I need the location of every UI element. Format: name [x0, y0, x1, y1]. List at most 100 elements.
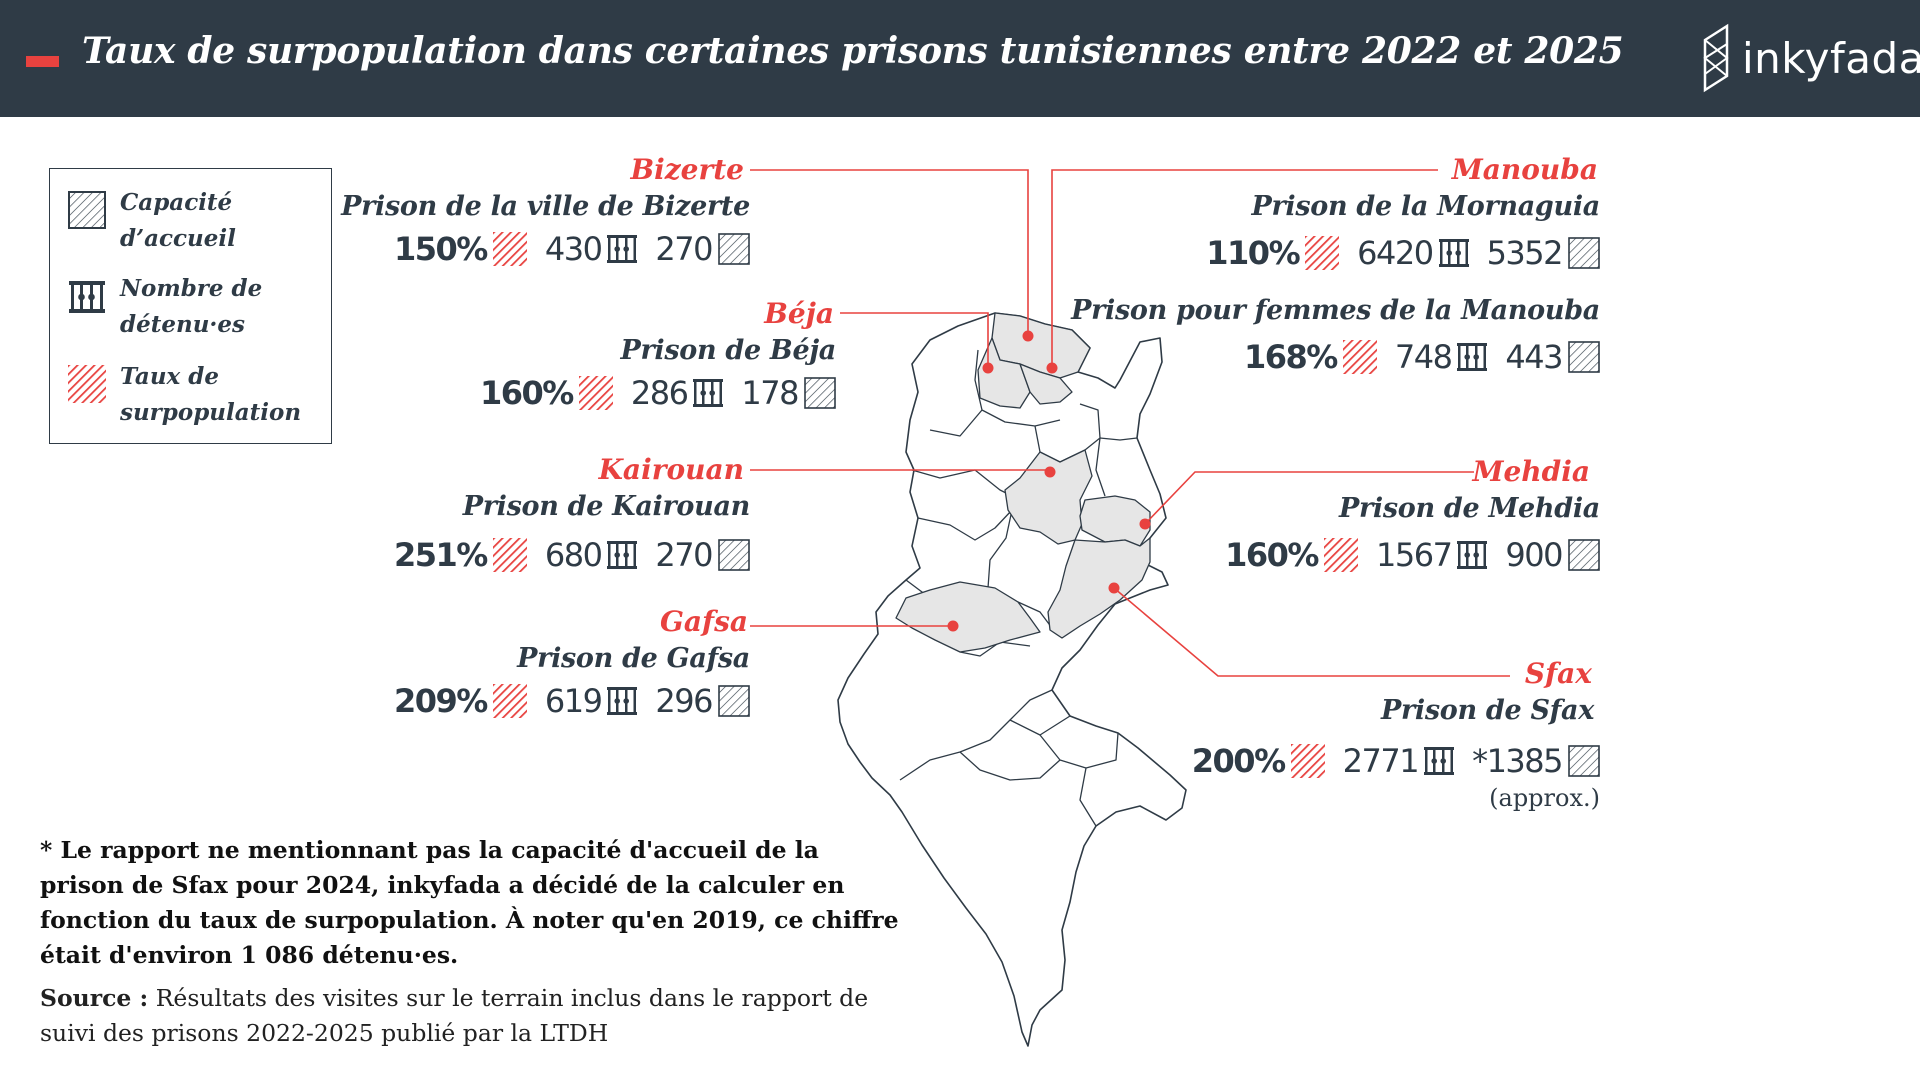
prison-bars-icon [1457, 541, 1488, 569]
leader-line-manouba [1051, 169, 1438, 372]
region-gafsa-shape [895, 581, 1041, 653]
stats-manouba-women: 168% 748 443 [1071, 334, 1600, 380]
dot-gafsa [947, 620, 959, 632]
prison-bars-icon [607, 235, 638, 263]
prison-name-gafsa: Prison de Gafsa [517, 643, 750, 674]
hatched-gray-square-icon [718, 685, 750, 717]
prison-bars-icon [1457, 343, 1488, 371]
header-bar: Taux de surpopulation dans certaines pri… [0, 0, 1920, 117]
source-line: Source : Résultats des visites sur le te… [40, 981, 900, 1051]
region-kairouan-shape [1004, 449, 1093, 545]
source-text: Résultats des visites sur le terrain inc… [40, 984, 869, 1047]
detainee-count: 2771 [1342, 742, 1420, 780]
header-accent-bar [26, 56, 59, 67]
hatched-gray-square-icon [1568, 745, 1600, 777]
hatched-gray-square-icon [1568, 237, 1600, 269]
leader-line-bizerte [750, 169, 1029, 334]
hatched-gray-square-icon [1568, 539, 1600, 571]
hatched-red-square-icon [68, 365, 106, 403]
overpop-rate: 160% [479, 374, 574, 412]
source-label: Source : [40, 984, 149, 1012]
stats-mehdia: 160% 1567 900 [1225, 532, 1600, 578]
hatched-red-square-icon [492, 684, 527, 718]
prison-bars-icon [1438, 239, 1469, 267]
leader-line-sfax [1113, 587, 1510, 677]
brand-logo[interactable]: inkyfada [1702, 22, 1920, 94]
block-sfax: Sfax Prison de Sfax 200% 2771 *1385 (app… [1192, 656, 1600, 812]
overpop-rate: 150% [393, 230, 488, 268]
capacity-count: *1385 [1472, 742, 1563, 780]
legend-label-detainees: Nombre de détenu·es [120, 275, 263, 338]
hatched-gray-square-icon [1568, 341, 1600, 373]
region-label-beja: Béja [764, 297, 834, 330]
capacity-approx-note: (approx.) [1489, 784, 1600, 812]
block-kairouan: Kairouan Prison de Kairouan 251% 680 270 [394, 452, 750, 578]
brand-name: inkyfada [1742, 33, 1920, 83]
block-gafsa: Gafsa Prison de Gafsa 209% 619 296 [394, 604, 750, 724]
footnote: * Le rapport ne mentionnant pas la capac… [40, 836, 899, 969]
hatched-red-square-icon [1290, 744, 1325, 778]
capacity-count: 270 [655, 230, 713, 268]
prison-name-mornaguia: Prison de la Mornaguia [1251, 191, 1600, 222]
stats-gafsa: 209% 619 296 [394, 678, 750, 724]
dot-beja [982, 362, 994, 374]
highlighted-governorates [895, 312, 1151, 653]
overpop-rate: 110% [1206, 234, 1300, 272]
capacity-count: 5352 [1486, 234, 1564, 272]
block-mehdia: Mehdia Prison de Mehdia 160% 1567 900 [1225, 454, 1600, 578]
stats-sfax: 200% 2771 *1385 [1192, 738, 1600, 784]
prison-bars-icon [1424, 747, 1455, 775]
hatched-red-square-icon [1323, 538, 1358, 572]
prison-name-beja: Prison de Béja [620, 335, 836, 366]
region-beja-shape [977, 337, 1031, 409]
detainee-count: 1567 [1375, 536, 1453, 574]
dot-bizerte [1022, 330, 1034, 342]
block-mornaguia: Manouba Prison de la Mornaguia 110% 6420… [1206, 152, 1600, 276]
prison-bars-icon [69, 281, 105, 313]
region-label-kairouan: Kairouan [598, 453, 744, 486]
dot-mehdia [1139, 518, 1151, 530]
detainee-count: 748 [1394, 338, 1453, 376]
page-title: Taux de surpopulation dans certaines pri… [82, 30, 1624, 72]
overpop-rate: 209% [393, 682, 488, 720]
legend-label-capacity: Capacité d’accueil [120, 189, 236, 252]
detainee-count: 680 [544, 536, 603, 574]
capacity-count: 270 [655, 536, 713, 574]
hatched-red-square-icon [1305, 236, 1340, 270]
prison-name-kairouan: Prison de Kairouan [462, 491, 751, 522]
detainee-count: 286 [630, 374, 689, 412]
hatched-gray-square-icon [718, 539, 750, 571]
prison-name-sfax: Prison de Sfax [1381, 695, 1594, 726]
region-label-gafsa: Gafsa [659, 605, 748, 638]
capacity-count: 443 [1505, 338, 1563, 376]
block-beja: Béja Prison de Béja 160% 286 178 [480, 296, 836, 416]
legend-item-detainees: Nombre de détenu·es [68, 275, 310, 343]
prison-bars-icon [693, 379, 724, 407]
prison-name-mehdia: Prison de Mehdia [1338, 493, 1600, 524]
stats-beja: 160% 286 178 [480, 370, 836, 416]
leader-line-mehdia [1144, 471, 1474, 525]
region-label-bizerte: Bizerte [630, 153, 744, 186]
region-manouba-shape [1019, 363, 1073, 405]
legend-item-capacity: Capacité d’accueil [68, 189, 310, 257]
prison-name-bizerte: Prison de la ville de Bizerte [341, 191, 750, 222]
hatched-red-square-icon [578, 376, 613, 410]
block-manouba-women: Prison pour femmes de la Manouba 168% 74… [1071, 292, 1600, 380]
prison-bars-icon [607, 687, 638, 715]
overpop-rate: 160% [1225, 536, 1319, 574]
leader-line-beja [840, 312, 989, 366]
dot-kairouan [1044, 466, 1056, 478]
detainee-count: 619 [544, 682, 603, 720]
region-label-sfax: Sfax [1524, 657, 1592, 690]
leader-lines [750, 169, 1510, 677]
prison-bars-icon [607, 541, 638, 569]
hatched-gray-square-icon [718, 233, 750, 265]
region-label-manouba: Manouba [1451, 153, 1598, 186]
overpop-rate: 168% [1243, 338, 1338, 376]
dot-sfax [1108, 582, 1120, 594]
prison-dots [947, 330, 1151, 632]
dot-manouba [1046, 362, 1058, 374]
capacity-count: 900 [1505, 536, 1563, 574]
hatched-red-square-icon [492, 232, 527, 266]
detainee-count: 430 [544, 230, 603, 268]
